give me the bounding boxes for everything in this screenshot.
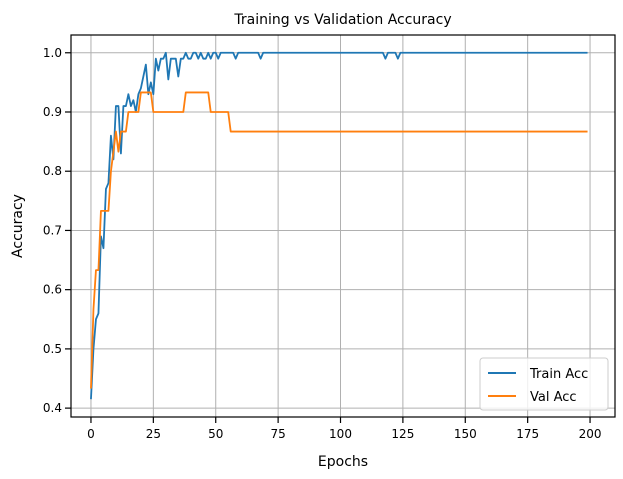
x-tick-label: 50 — [208, 427, 223, 441]
x-tick-label: 0 — [87, 427, 95, 441]
y-tick-label: 0.8 — [43, 164, 62, 178]
series-layer — [90, 51, 588, 400]
x-tick-label: 100 — [329, 427, 352, 441]
x-tick-label: 25 — [146, 427, 161, 441]
val-acc-line — [90, 91, 588, 389]
y-tick-label: 0.7 — [43, 223, 62, 237]
y-tick-label: 0.5 — [43, 342, 62, 356]
x-tick-label: 150 — [454, 427, 477, 441]
y-tick-label: 1.0 — [43, 46, 62, 60]
legend-label-train: Train Acc — [529, 367, 588, 382]
train-acc-line — [90, 51, 588, 400]
x-tick-label: 75 — [270, 427, 285, 441]
legend: Train Acc Val Acc — [479, 357, 609, 411]
plot-background — [71, 35, 615, 417]
y-tick-label: 0.4 — [43, 401, 62, 415]
x-tick-label: 125 — [391, 427, 414, 441]
x-tick-label: 200 — [579, 427, 602, 441]
x-tick-label: 175 — [516, 427, 539, 441]
y-tick-label: 0.9 — [43, 105, 62, 119]
chart-title: Training vs Validation Accuracy — [233, 12, 451, 28]
x-axis-title: Epochs — [318, 454, 368, 470]
axis-ticks: 0 25 50 75 100 125 150 175 200 0.4 0.5 0.6 0.7 0.8 0.9… — [43, 46, 602, 441]
plot-frame — [70, 34, 616, 418]
legend-label-val: Val Acc — [530, 390, 577, 405]
y-tick-label: 0.6 — [43, 283, 62, 297]
y-axis-title: Accuracy — [10, 194, 26, 258]
